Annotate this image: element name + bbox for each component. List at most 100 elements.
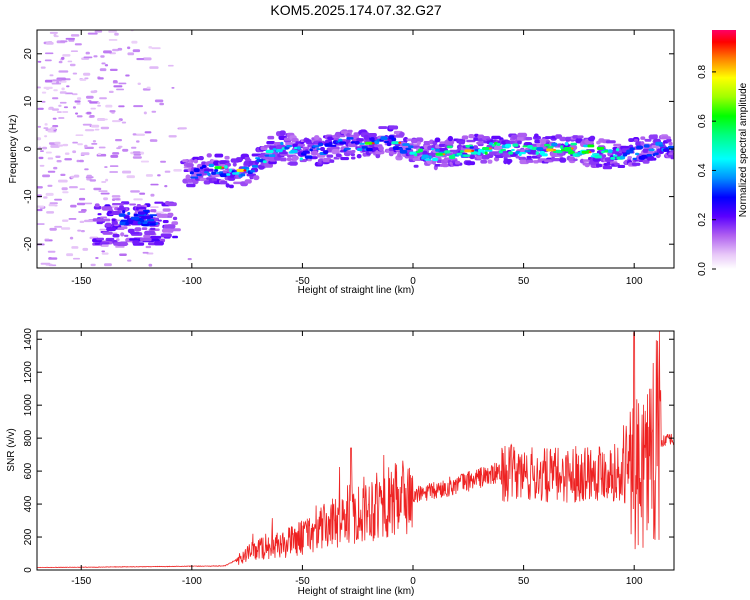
heatmap-cell: [224, 165, 228, 169]
heatmap-cell: [101, 252, 109, 255]
heatmap-cell: [444, 150, 451, 154]
heatmap-cell: [70, 204, 77, 208]
heatmap-cell: [214, 166, 223, 170]
heatmap-cell: [264, 154, 270, 157]
heatmap-cell: [53, 35, 59, 38]
heatmap-cell: [120, 219, 129, 222]
heatmap-cell: [346, 138, 351, 143]
heatmap-cell: [59, 101, 67, 104]
heatmap-cell: [204, 168, 214, 172]
heatmap-cell: [132, 156, 142, 159]
heatmap-cell: [114, 32, 119, 36]
heatmap-cell: [75, 112, 79, 115]
heatmap-cell: [89, 101, 99, 104]
heatmap-cell: [72, 150, 77, 154]
heatmap-cell: [100, 55, 105, 58]
heatmap-cell: [109, 165, 119, 167]
heatmap-cell: [78, 197, 86, 201]
heatmap-y-tick-label: 0: [23, 146, 34, 152]
heatmap-cell: [214, 153, 224, 158]
snr-x-tick-label: 100: [626, 576, 643, 587]
heatmap-cell: [60, 80, 67, 83]
heatmap-cell: [221, 166, 225, 169]
heatmap-cell: [99, 118, 105, 121]
heatmap-cell: [534, 133, 539, 138]
snr-x-tick-label: -100: [182, 576, 202, 587]
heatmap-cell: [86, 111, 92, 115]
heatmap-cell: [105, 178, 109, 182]
heatmap-cell: [101, 181, 107, 183]
heatmap-y-axis-label: Frequency (Hz): [8, 115, 19, 184]
heatmap-cell: [45, 42, 54, 45]
heatmap-cell: [109, 110, 116, 113]
heatmap-cell: [99, 228, 107, 231]
heatmap-cell: [118, 213, 126, 217]
heatmap-cell: [84, 144, 88, 148]
heatmap-cell: [646, 154, 653, 157]
heatmap-cell: [601, 150, 605, 154]
heatmap-cell: [72, 106, 76, 109]
heatmap-cell: [140, 160, 149, 163]
heatmap-cell: [477, 151, 481, 156]
heatmap-cell: [279, 130, 286, 136]
heatmap-cell: [328, 142, 333, 145]
heatmap-cell: [70, 50, 78, 52]
heatmap-cell: [668, 141, 673, 146]
heatmap-cell: [167, 202, 177, 207]
heatmap-cell: [112, 48, 119, 52]
heatmap-cell: [79, 188, 86, 190]
heatmap-cell: [198, 156, 204, 161]
heatmap-cell: [186, 183, 196, 188]
heatmap-cell: [112, 80, 118, 83]
heatmap-cell: [619, 155, 626, 160]
heatmap-cell: [182, 159, 188, 163]
heatmap-cell: [48, 203, 56, 207]
heatmap-cell: [319, 147, 325, 152]
colorbar-label: Normalized spectral amplitude: [738, 82, 749, 217]
heatmap-cell: [402, 143, 410, 146]
heatmap-cell: [192, 156, 200, 161]
heatmap-cell: [97, 104, 101, 107]
heatmap-cell: [98, 146, 106, 149]
heatmap-cell: [37, 107, 44, 110]
heatmap-cell: [85, 51, 90, 55]
heatmap-cell: [97, 101, 101, 105]
heatmap-cell: [226, 173, 231, 176]
colorbar-tick-label: 0.0: [697, 262, 708, 276]
heatmap-cell: [130, 231, 140, 235]
heatmap-cell: [122, 210, 126, 214]
heatmap-cell: [76, 102, 81, 105]
heatmap-cell: [326, 154, 334, 158]
heatmap-cell: [288, 161, 298, 166]
heatmap-cell: [463, 154, 471, 157]
heatmap-x-tick-label: -100: [182, 276, 202, 287]
heatmap-cell: [577, 135, 584, 139]
heatmap-cell: [112, 203, 124, 206]
heatmap-cell: [628, 138, 634, 142]
heatmap-y-tick-label: -20: [23, 237, 34, 252]
heatmap-cell: [95, 257, 99, 259]
heatmap-cell: [186, 179, 192, 183]
heatmap-cell: [120, 232, 125, 237]
heatmap-cell: [160, 160, 166, 163]
heatmap-cell: [265, 149, 274, 154]
snr-y-tick-label: 1400: [23, 328, 34, 351]
heatmap-cell: [157, 219, 162, 222]
heatmap-cell: [636, 145, 644, 150]
heatmap-cell: [140, 219, 145, 223]
heatmap-cell: [78, 211, 86, 213]
heatmap-cell: [147, 221, 156, 224]
heatmap-cell: [90, 107, 96, 110]
heatmap-cell: [253, 175, 260, 181]
heatmap-y-tick-label: 20: [23, 48, 34, 60]
heatmap-cell: [526, 159, 534, 163]
heatmap-cell: [100, 126, 110, 130]
heatmap-cell: [154, 99, 164, 103]
heatmap-cell: [118, 145, 123, 148]
heatmap-cell: [359, 142, 365, 145]
heatmap-cell: [84, 168, 89, 171]
heatmap-cell: [76, 159, 80, 163]
snr-y-tick-label: 0: [23, 567, 34, 573]
heatmap-cell: [356, 147, 363, 151]
heatmap-cell: [584, 162, 590, 168]
